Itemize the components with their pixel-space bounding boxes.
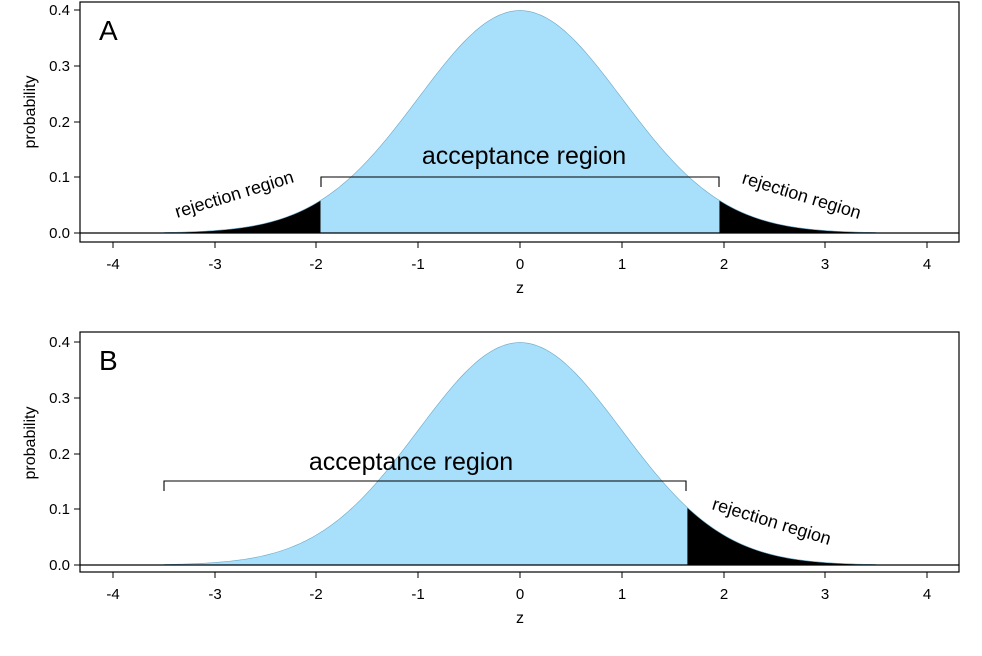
x-tick-label: -3 <box>208 586 221 603</box>
density-curve <box>163 10 877 233</box>
x-tick-label: -2 <box>309 256 322 273</box>
y-tick-label: 0.3 <box>49 58 70 75</box>
x-tick-label: 1 <box>618 256 626 273</box>
x-tick-label: -1 <box>411 586 424 603</box>
y-tick-label: 0.1 <box>49 169 70 186</box>
right-rejection-fill <box>719 200 877 233</box>
x-tick-label: 3 <box>821 256 829 273</box>
x-tick-label: 2 <box>720 256 728 273</box>
x-tick-label: 1 <box>618 586 626 603</box>
y-axis: 0.4 0.3 0.2 0.1 0.0 <box>49 334 80 574</box>
y-axis-title: probability <box>22 76 39 149</box>
y-tick-label: 0.2 <box>49 446 70 463</box>
left-rejection-fill <box>163 200 321 233</box>
x-axis-title: z <box>516 610 524 627</box>
x-axis-title: z <box>516 280 524 297</box>
acceptance-region-label: acceptance region <box>309 448 513 476</box>
y-tick-label: 0.2 <box>49 114 70 131</box>
panel-label-a: A <box>99 15 118 46</box>
y-axis: 0.4 0.3 0.2 0.1 0.0 <box>49 2 80 242</box>
panel-a: 0.4 0.3 0.2 0.1 0.0 probability -4 -3 -2… <box>22 1 960 297</box>
x-axis: -4 -3 -2 -1 0 1 2 3 4 <box>106 572 931 603</box>
right-rejection-fill <box>687 507 877 565</box>
y-axis-title: probability <box>22 407 39 480</box>
acceptance-bracket <box>320 176 720 187</box>
x-tick-label: 0 <box>516 586 524 603</box>
x-tick-label: -1 <box>411 256 424 273</box>
acceptance-fill <box>320 10 720 234</box>
rejection-region-label-right: rejection region <box>740 168 864 223</box>
y-tick-label: 0.0 <box>49 557 70 574</box>
panel-b: 0.4 0.3 0.2 0.1 0.0 probability -4 -3 -2… <box>22 331 960 627</box>
y-tick-label: 0.1 <box>49 501 70 518</box>
x-tick-label: -4 <box>106 256 119 273</box>
x-tick-label: -2 <box>309 586 322 603</box>
y-tick-label: 0.3 <box>49 390 70 407</box>
x-tick-label: -4 <box>106 586 119 603</box>
acceptance-fill <box>163 342 688 565</box>
x-tick-label: -3 <box>208 256 221 273</box>
y-tick-label: 0.4 <box>49 334 70 351</box>
density-curve <box>163 342 877 565</box>
x-tick-label: 0 <box>516 256 524 273</box>
x-axis: -4 -3 -2 -1 0 1 2 3 4 <box>106 242 931 273</box>
panel-label-b: B <box>99 345 118 376</box>
x-tick-label: 3 <box>821 586 829 603</box>
y-tick-label: 0.0 <box>49 225 70 242</box>
x-tick-label: 4 <box>923 256 931 273</box>
acceptance-region-label: acceptance region <box>422 142 626 170</box>
y-tick-label: 0.4 <box>49 2 70 19</box>
acceptance-bracket <box>163 480 687 491</box>
rejection-region-label-left: rejection region <box>172 167 296 222</box>
x-tick-label: 4 <box>923 586 931 603</box>
x-tick-label: 2 <box>720 586 728 603</box>
